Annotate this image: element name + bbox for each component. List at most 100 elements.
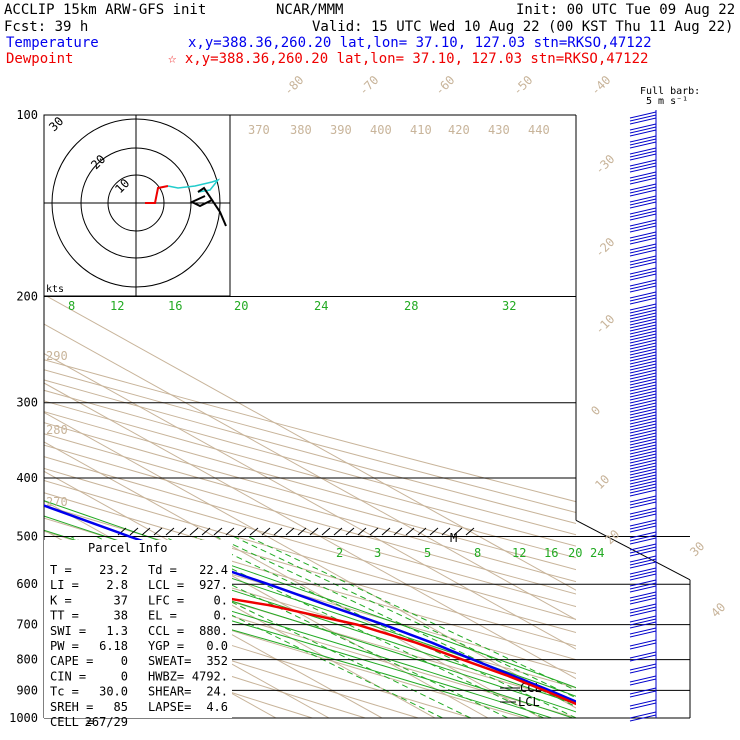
isotherm-label: -30: [592, 152, 617, 177]
wind-barb: [629, 267, 657, 275]
hatch-mark: [225, 527, 235, 536]
wind-barb: [629, 330, 657, 338]
wind-barb: [629, 456, 657, 464]
wind-barb: [629, 699, 657, 707]
wind-barb: [629, 711, 657, 719]
parcel-value-left: 30.0: [99, 685, 128, 699]
wind-barb: [629, 369, 657, 377]
parcel-key-left: CAPE =: [50, 654, 93, 668]
dry-adiabat-line: [44, 456, 576, 608]
mixing-label-upper: 28: [404, 299, 418, 313]
isotherm-label: 40: [708, 600, 728, 620]
wind-barb: [629, 690, 657, 698]
dry-adiabat-line: [44, 586, 472, 718]
isotherm-line: [44, 382, 576, 680]
hatch-mark: [393, 527, 403, 536]
mixing-label-lower: 20: [568, 546, 582, 560]
wind-barb: [629, 312, 657, 320]
wind-barb: [629, 579, 657, 587]
wind-barb: [629, 354, 657, 362]
parcel-key-right: CCL =: [148, 624, 184, 638]
wind-barb: [629, 351, 657, 359]
parcel-value-left: 6.18: [99, 639, 128, 653]
mixing-label-lower: 5: [424, 546, 431, 560]
parcel-value-left: 0: [121, 669, 128, 683]
hatch-mark: [441, 527, 451, 536]
wind-barb: [629, 570, 657, 578]
wind-barb: [629, 651, 657, 659]
wind-barb: [629, 537, 657, 545]
parcel-key-left: CELL =: [50, 715, 93, 729]
wind-barb: [629, 111, 657, 119]
isotherm-line: [44, 323, 576, 621]
parcel-key-right: SHEAR=: [148, 685, 191, 699]
hatch-mark: [297, 527, 307, 536]
hodograph-unit-label: kts: [46, 284, 64, 295]
wind-barb: [629, 225, 657, 233]
wind-barb: [629, 255, 657, 263]
wind-barb: [629, 270, 657, 278]
wind-barb: [629, 495, 657, 503]
hodograph-trace-low: [145, 185, 169, 204]
wind-barb: [629, 447, 657, 455]
wind-barb: [629, 435, 657, 443]
isotherm-label: -60: [432, 73, 457, 98]
isotherm-label: 20: [602, 527, 622, 547]
theta-label: 390: [330, 123, 352, 137]
wind-barb: [629, 426, 657, 434]
wind-barb: [629, 630, 657, 638]
theta-label: 370: [248, 123, 270, 137]
wind-barb: [629, 642, 657, 650]
wind-barb: [629, 408, 657, 416]
wind-barb: [629, 567, 657, 575]
wind-barb: [629, 291, 657, 299]
wind-barb: [629, 237, 657, 245]
mixing-ratio-line: [233, 536, 576, 699]
wind-barb: [629, 420, 657, 428]
wind-barb: [629, 483, 657, 491]
wind-barb: [629, 618, 657, 626]
parcel-key-right: Td =: [148, 563, 177, 577]
right-axis-slant: [575, 519, 691, 581]
parcel-value-right: 4.6: [206, 700, 228, 714]
wind-barb: [629, 141, 657, 149]
parcel-key-left: SWI =: [50, 624, 86, 638]
dry-adiabat-line: [44, 571, 525, 718]
parcel-value-right: 24.: [206, 685, 228, 699]
mixing-label-lower: 3: [374, 546, 381, 560]
wind-barb: [629, 549, 657, 557]
dry-adiabat-line: [44, 600, 419, 718]
wind-barb: [629, 297, 657, 305]
hodograph-trace-mid: [167, 178, 221, 193]
wind-barb: [629, 258, 657, 266]
wind-barb: [629, 138, 657, 146]
wind-barb: [629, 402, 657, 410]
wind-barb: [629, 462, 657, 470]
hatch-mark: [429, 527, 439, 536]
wind-barb: [629, 417, 657, 425]
pressure-label: 700: [16, 618, 38, 632]
wind-barb: [629, 327, 657, 335]
wind-barb: [629, 336, 657, 344]
sounding-profiles: [44, 504, 576, 706]
pressure-label: 900: [16, 683, 38, 697]
wind-barb: [629, 153, 657, 161]
theta-label: 430: [488, 123, 510, 137]
wind-barb: [629, 393, 657, 401]
isotherm-line: [44, 294, 576, 591]
wind-barb: [629, 597, 657, 605]
wind-barb: [629, 378, 657, 386]
wind-barb: [629, 360, 657, 368]
mixing-label-lower: 16: [544, 546, 558, 560]
hatch-mark: [333, 527, 343, 536]
hatch-mark: [129, 527, 139, 536]
wind-barb: [629, 129, 657, 137]
wind-barb: [629, 687, 657, 695]
wind-barb: [629, 147, 657, 155]
hatch-mark: [249, 527, 259, 536]
parcel-value-right: 352: [206, 654, 228, 668]
wind-barb: [629, 315, 657, 323]
isotherm-label: 30: [687, 539, 707, 559]
wind-barb: [629, 198, 657, 206]
parcel-value-left: 0: [121, 654, 128, 668]
